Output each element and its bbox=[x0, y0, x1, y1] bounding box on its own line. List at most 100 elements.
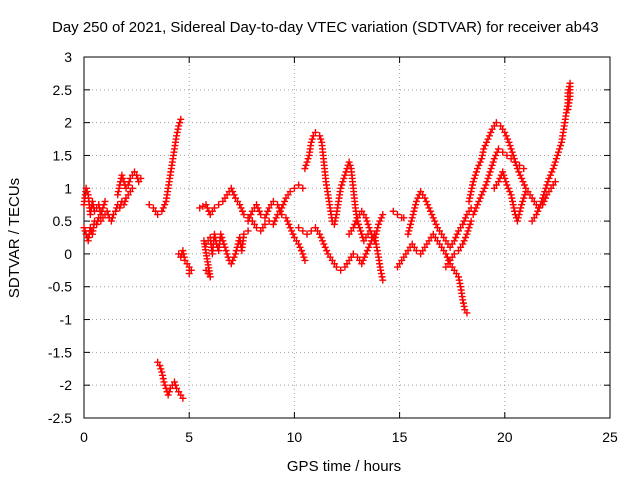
data-point bbox=[466, 191, 474, 199]
data-point bbox=[503, 151, 511, 159]
y-tick-label: 2.5 bbox=[53, 82, 73, 98]
data-point bbox=[299, 227, 307, 235]
data-point bbox=[240, 230, 248, 238]
data-point bbox=[173, 128, 181, 136]
data-point bbox=[345, 158, 353, 166]
data-point bbox=[379, 211, 387, 219]
data-point bbox=[552, 155, 560, 163]
data-point bbox=[175, 122, 183, 130]
data-point bbox=[229, 188, 237, 196]
data-point bbox=[499, 168, 507, 176]
data-point bbox=[289, 230, 297, 238]
data-point bbox=[456, 279, 464, 287]
data-point bbox=[303, 230, 311, 238]
data-point bbox=[246, 214, 254, 222]
data-point bbox=[468, 184, 476, 192]
data-point bbox=[297, 247, 305, 255]
data-point bbox=[554, 148, 562, 156]
data-point bbox=[410, 207, 418, 215]
data-point bbox=[303, 158, 311, 166]
data-point bbox=[278, 211, 286, 219]
data-point bbox=[564, 106, 572, 114]
data-point bbox=[540, 191, 548, 199]
data-point bbox=[244, 217, 252, 225]
axis-ticks: 0 5 10 15 20 25 -2.5 -2 -1.5 -1 -0.5 0 0.5 1 1.5 2 2.5 3 bbox=[48, 49, 618, 445]
data-point bbox=[471, 207, 479, 215]
data-point bbox=[412, 247, 420, 255]
data-point bbox=[377, 270, 385, 278]
data-point bbox=[179, 247, 187, 255]
data-point bbox=[478, 151, 486, 159]
data-point bbox=[215, 201, 223, 209]
data-point bbox=[411, 204, 419, 212]
data-point bbox=[545, 174, 553, 182]
data-point bbox=[100, 201, 108, 209]
data-point bbox=[261, 220, 269, 228]
data-point bbox=[247, 211, 255, 219]
data-point bbox=[101, 197, 109, 205]
data-point bbox=[504, 135, 512, 143]
data-point bbox=[462, 214, 470, 222]
data-point bbox=[409, 211, 417, 219]
data-point bbox=[339, 178, 347, 186]
data-point bbox=[519, 178, 527, 186]
data-point bbox=[349, 224, 357, 232]
data-point bbox=[224, 253, 232, 261]
data-point bbox=[364, 220, 372, 228]
data-point bbox=[429, 214, 437, 222]
data-point bbox=[160, 378, 168, 386]
data-point bbox=[510, 204, 518, 212]
data-point bbox=[476, 194, 484, 202]
data-point bbox=[407, 217, 415, 225]
x-tick-label: 20 bbox=[497, 429, 513, 445]
data-point bbox=[202, 201, 210, 209]
x-axis-label: GPS time / hours bbox=[287, 458, 401, 475]
data-point bbox=[231, 250, 239, 258]
data-point bbox=[501, 128, 509, 136]
data-point bbox=[158, 368, 166, 376]
data-point bbox=[362, 214, 370, 222]
data-point bbox=[218, 234, 226, 241]
data-point bbox=[513, 217, 521, 225]
data-point bbox=[544, 178, 552, 186]
data-point bbox=[240, 211, 248, 219]
x-tick-label: 15 bbox=[392, 429, 408, 445]
data-point bbox=[400, 214, 408, 222]
data-point bbox=[501, 174, 509, 182]
data-point bbox=[331, 217, 339, 225]
data-point bbox=[522, 188, 530, 196]
data-point bbox=[404, 230, 412, 238]
data-point bbox=[239, 207, 247, 215]
data-point bbox=[295, 240, 303, 248]
y-axis-label: SDTVAR / TECUs bbox=[6, 178, 23, 298]
data-point bbox=[337, 184, 345, 192]
data-point bbox=[372, 230, 380, 238]
data-point bbox=[465, 224, 473, 232]
data-point bbox=[164, 391, 172, 399]
data-point bbox=[179, 394, 187, 402]
data-point bbox=[332, 214, 340, 222]
data-point bbox=[174, 125, 182, 133]
data-point bbox=[452, 234, 460, 241]
data-point bbox=[316, 230, 324, 238]
data-point bbox=[120, 201, 128, 209]
data-point bbox=[173, 132, 181, 140]
data-point bbox=[488, 161, 496, 169]
data-point bbox=[538, 197, 546, 205]
data-point bbox=[154, 211, 162, 219]
data-point bbox=[330, 220, 338, 228]
y-tick-label: -2 bbox=[60, 377, 73, 393]
data-point bbox=[542, 184, 550, 192]
data-point bbox=[518, 201, 526, 209]
data-point bbox=[93, 220, 101, 228]
data-point bbox=[282, 214, 290, 222]
data-point bbox=[393, 211, 401, 219]
data-point bbox=[116, 204, 124, 212]
data-point bbox=[422, 197, 430, 205]
data-point bbox=[406, 224, 414, 232]
data-point bbox=[295, 181, 303, 189]
data-point bbox=[320, 240, 328, 248]
data-point bbox=[349, 250, 357, 258]
data-point bbox=[467, 188, 475, 196]
data-point bbox=[365, 224, 373, 232]
